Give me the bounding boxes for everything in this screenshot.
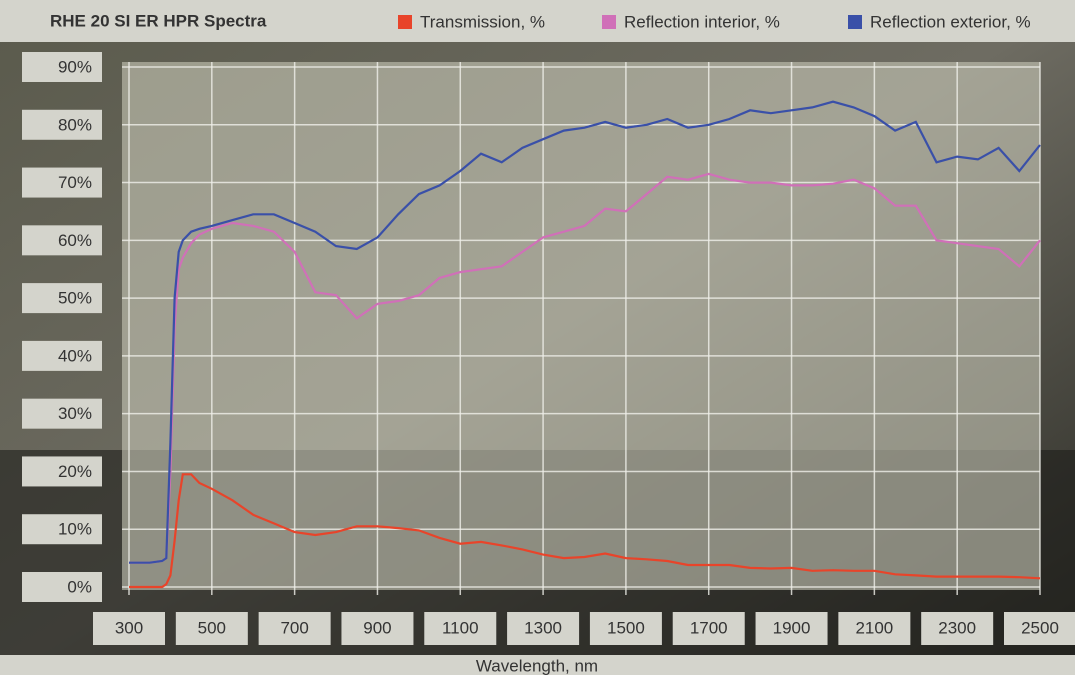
x-tick-box (921, 612, 994, 645)
x-tick-box (507, 612, 580, 645)
series-line (129, 100, 1041, 564)
x-tick-label: 1100 (442, 618, 479, 637)
legend-label: Transmission, % (420, 12, 545, 31)
x-tick-box (589, 612, 662, 645)
legend-swatch (398, 15, 412, 29)
x-tick-label: 1700 (690, 618, 728, 637)
legend-label: Reflection interior, % (624, 12, 780, 31)
x-axis-label: Wavelength, nm (476, 656, 598, 675)
y-tick-box (22, 225, 102, 256)
x-tick-box (424, 612, 497, 645)
y-tick-label: 10% (58, 520, 92, 539)
y-tick-box (22, 456, 102, 487)
x-tick-box (93, 612, 165, 645)
y-tick-label: 60% (58, 231, 92, 250)
chart-title: RHE 20 SI ER HPR Spectra (50, 11, 267, 30)
y-tick-label: 50% (58, 289, 92, 308)
y-tick-box (22, 109, 102, 140)
y-tick-label: 30% (58, 404, 92, 423)
x-tick-box (175, 612, 248, 645)
x-tick-box (258, 612, 331, 645)
y-tick-label: 90% (58, 57, 92, 76)
y-tick-box (22, 283, 102, 314)
x-tick-box (755, 612, 828, 645)
x-tick-label: 300 (115, 618, 143, 637)
y-tick-box (22, 398, 102, 429)
y-tick-box (22, 167, 102, 198)
x-tick-box (341, 612, 414, 645)
x-tick-box (838, 612, 911, 645)
x-tick-label: 1500 (607, 618, 645, 637)
y-tick-label: 80% (58, 115, 92, 134)
y-tick-box (22, 514, 102, 545)
series-line (129, 473, 1041, 589)
legend-swatch (848, 15, 862, 29)
x-tick-label: 2100 (855, 618, 893, 637)
y-tick-box (22, 52, 102, 82)
x-tick-label: 1900 (773, 618, 811, 637)
plot-area (122, 62, 1040, 590)
x-tick-label: 2300 (938, 618, 976, 637)
series-line (129, 172, 1041, 564)
y-tick-box (22, 340, 102, 371)
x-tick-box (672, 612, 745, 645)
y-tick-label: 0% (67, 577, 92, 596)
x-tick-label: 2500 (1021, 618, 1059, 637)
x-tick-label: 900 (363, 618, 391, 637)
y-tick-label: 20% (58, 462, 92, 481)
y-tick-label: 40% (58, 346, 92, 365)
x-tick-box (1004, 612, 1075, 645)
x-label-bar (0, 655, 1075, 675)
title-bar (0, 0, 1075, 42)
y-tick-box (22, 572, 102, 602)
x-tick-label: 500 (198, 618, 226, 637)
legend-swatch (602, 15, 616, 29)
legend-label: Reflection exterior, % (870, 12, 1031, 31)
x-tick-label: 1300 (524, 618, 562, 637)
x-tick-label: 700 (280, 618, 308, 637)
y-tick-label: 70% (58, 173, 92, 192)
